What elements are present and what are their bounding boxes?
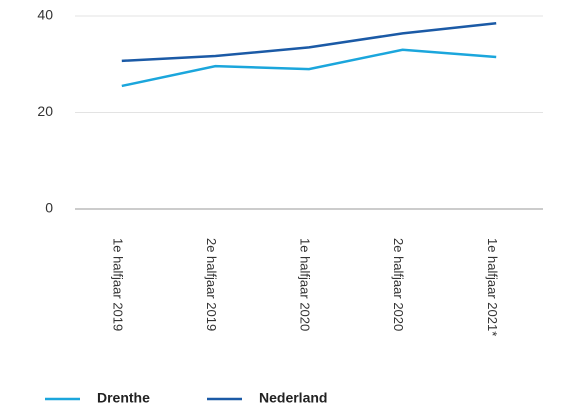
x-tick-label: 1e halfjaar 2020 — [298, 238, 313, 331]
y-tick-label: 40 — [37, 7, 53, 23]
x-tick-label: 1e halfjaar 2019 — [110, 238, 125, 331]
legend-label: Drenthe — [97, 390, 150, 406]
x-tick-label: 2e halfjaar 2019 — [204, 238, 219, 331]
legend-label: Nederland — [259, 390, 327, 406]
y-tick-label: 0 — [45, 200, 53, 216]
line — [121, 21, 497, 63]
x-tick-label: 2e halfjaar 2020 — [391, 238, 406, 331]
x-tick-label: 1e halfjaar 2021* — [485, 238, 500, 336]
y-tick-label: 20 — [37, 103, 53, 119]
line — [121, 48, 497, 88]
